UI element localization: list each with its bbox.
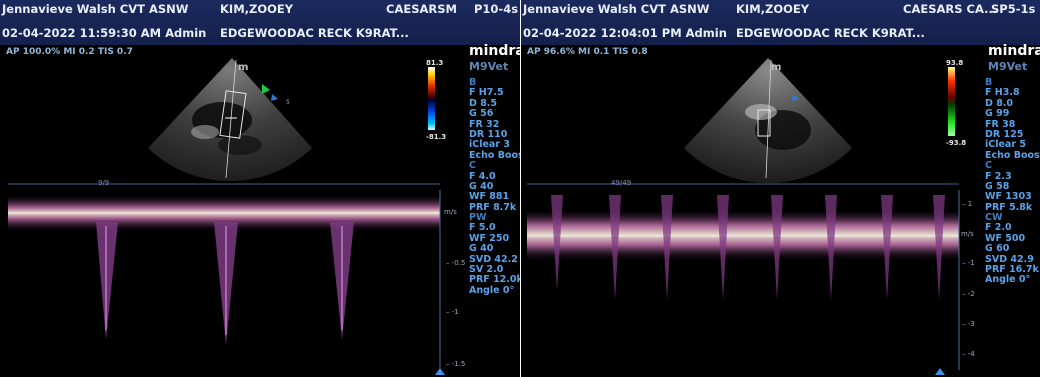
- left-param-14: F 5.0: [469, 222, 496, 234]
- right-patient-name: KIM,ZOOEY: [736, 2, 810, 16]
- left-operator: Jennavieve Walsh CVT ASNW: [2, 2, 189, 16]
- left-model-name: M9Vet: [469, 60, 509, 73]
- right-param-section-0: B: [985, 77, 993, 88]
- left-bmode-sector: m 5: [148, 58, 312, 182]
- right-param-6: iClear 5: [985, 139, 1026, 151]
- right-param-16: G 60: [985, 243, 1010, 255]
- svg-text:m: m: [238, 62, 248, 73]
- right-model-name: M9Vet: [988, 60, 1028, 73]
- left-param-1: F H7.5: [469, 87, 504, 99]
- right-param-2: D 8.0: [985, 97, 1014, 109]
- left-param-9: F 4.0: [469, 170, 496, 182]
- right-param-3: G 99: [985, 108, 1010, 120]
- right-param-9: F 2.3: [985, 170, 1012, 182]
- right-color-scale-bar: [948, 67, 955, 136]
- left-acoustic-info: AP 100.0% MI 0.2 TIS 0.7: [6, 47, 133, 57]
- left-param-3: G 56: [469, 108, 494, 120]
- right-param-19: Angle 0°: [985, 274, 1031, 286]
- left-param-18: SV 2.0: [469, 264, 504, 276]
- left-clinic: EDGEWOODAC RECK K9RAT...: [220, 26, 409, 40]
- left-owner: CAESARSM: [386, 2, 457, 16]
- left-param-section-13: PW: [469, 212, 487, 224]
- right-param-11: WF 1303: [985, 191, 1032, 203]
- right-scale-top: 93.8: [946, 59, 964, 67]
- left-axis-tick-0: – -0.5: [446, 259, 466, 267]
- right-param-17: SVD 42.9: [985, 253, 1034, 265]
- right-clinic: EDGEWOODAC RECK K9RAT...: [736, 26, 925, 40]
- left-param-10: G 40: [469, 180, 494, 192]
- svg-text:5: 5: [286, 99, 290, 106]
- right-sweep-marker: 49/49: [611, 179, 632, 187]
- left-param-17: SVD 42.2: [469, 253, 518, 265]
- right-param-4: FR 38: [985, 118, 1016, 130]
- right-bmode-sector: m: [684, 58, 852, 184]
- left-ultrasound-panel: Jennavieve Walsh CVT ASNW 02-04-2022 11:…: [0, 0, 520, 377]
- left-param-11: WF 881: [469, 191, 510, 203]
- left-sweep-marker: 9/9: [98, 179, 110, 187]
- left-param-15: WF 250: [469, 232, 510, 244]
- left-brand-logo: mindray: [469, 43, 520, 59]
- right-param-14: F 2.0: [985, 222, 1012, 234]
- left-param-2: D 8.5: [469, 97, 498, 109]
- right-axis-tick-4: – -4: [962, 350, 975, 358]
- right-param-section-8: C: [985, 160, 992, 172]
- right-owner: CAESARS CA...: [903, 2, 998, 16]
- left-param-16: G 40: [469, 243, 494, 255]
- left-color-scale-bar: [428, 67, 435, 130]
- left-param-section-8: C: [469, 160, 476, 172]
- left-datetime: 02-04-2022 11:59:30 AM Admin: [2, 26, 207, 40]
- left-param-20: Angle 0°: [469, 284, 515, 296]
- right-scale-bottom: -93.8: [946, 139, 967, 147]
- right-param-18: PRF 16.7k: [985, 264, 1039, 276]
- left-probe: P10-4s: [474, 2, 519, 16]
- left-scale-top: 81.3: [426, 59, 444, 67]
- right-param-7: Echo Boost: [985, 149, 1040, 161]
- right-doppler-spectrum: [527, 183, 960, 375]
- right-axis-tick-1: – -1: [962, 259, 975, 267]
- svg-text:m: m: [771, 62, 781, 73]
- right-velocity-unit: m/s: [961, 230, 974, 238]
- right-param-15: WF 500: [985, 232, 1026, 244]
- left-velocity-unit: m/s: [444, 208, 457, 216]
- right-datetime: 02-04-2022 12:04:01 PM Admin: [523, 26, 727, 40]
- left-param-4: FR 32: [469, 118, 500, 130]
- right-acoustic-info: AP 96.6% MI 0.1 TIS 0.8: [527, 47, 648, 57]
- left-param-6: iClear 3: [469, 139, 510, 151]
- right-axis-tick-3: – -3: [962, 320, 975, 328]
- left-patient-name: KIM,ZOOEY: [220, 2, 294, 16]
- left-param-19: PRF 12.0k: [469, 274, 520, 286]
- left-axis-tick-2: – -1.5: [446, 360, 466, 368]
- right-param-10: G 58: [985, 180, 1010, 192]
- right-operator: Jennavieve Walsh CVT ASNW: [523, 2, 710, 16]
- left-param-7: Echo Boost: [469, 149, 520, 161]
- right-param-5: DR 125: [985, 128, 1024, 140]
- right-ultrasound-panel: Jennavieve Walsh CVT ASNW 02-04-2022 12:…: [521, 0, 1040, 377]
- right-param-1: F H3.8: [985, 87, 1020, 99]
- right-axis-tick-0: – 1: [962, 200, 973, 208]
- left-param-section-0: B: [469, 77, 477, 88]
- left-image-canvas: m 5: [8, 58, 445, 375]
- left-axis-tick-1: – -1: [446, 308, 459, 316]
- right-brand-logo: mindray: [988, 43, 1040, 59]
- right-param-section-13: CW: [985, 212, 1003, 224]
- right-axis-tick-2: – -2: [962, 290, 975, 298]
- left-doppler-spectrum: [8, 183, 445, 375]
- right-image-canvas: m: [527, 58, 960, 375]
- left-scale-bottom: -81.3: [426, 133, 447, 141]
- left-param-5: DR 110: [469, 128, 508, 140]
- left-header-bar: Jennavieve Walsh CVT ASNW 02-04-2022 11:…: [0, 0, 520, 45]
- right-param-12: PRF 5.8k: [985, 201, 1033, 213]
- left-param-12: PRF 8.7k: [469, 201, 517, 213]
- right-probe: SP5-1s: [991, 2, 1036, 16]
- right-header-bar: Jennavieve Walsh CVT ASNW 02-04-2022 12:…: [521, 0, 1040, 45]
